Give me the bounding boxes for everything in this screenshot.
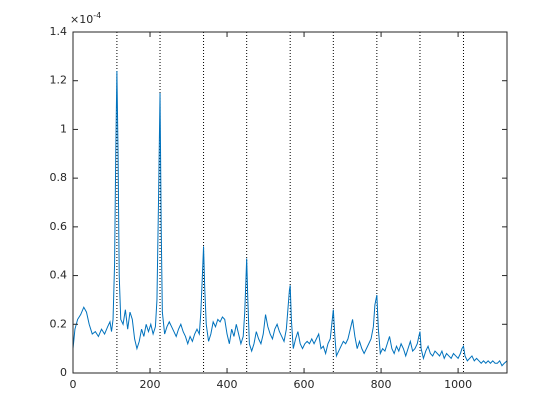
y-tick-label: 0.8 [50,171,68,184]
y-multiplier: ×10 [70,13,93,26]
x-tick-label: 600 [294,378,315,391]
plot-area [73,32,507,373]
x-tick-label: 200 [140,378,161,391]
x-tick-label: 0 [70,378,77,391]
axes-box [72,31,508,374]
y-tick-label: 0.6 [50,220,68,233]
x-tick-label: 1000 [444,378,472,391]
y-tick-label: 1.2 [50,74,68,87]
y-tick-label: 1 [60,122,67,135]
y-tick-label: 0 [60,366,67,379]
data-line [72,70,508,367]
x-tick-label: 400 [217,378,238,391]
y-tick-label: 1.4 [50,25,68,38]
x-tick-label: 800 [371,378,392,391]
y-exponent: ×10-4 [70,11,101,27]
y-tick-label: 0.4 [50,269,68,282]
y-tick-label: 0.2 [50,317,68,330]
y-exponent-power: -4 [93,11,101,20]
